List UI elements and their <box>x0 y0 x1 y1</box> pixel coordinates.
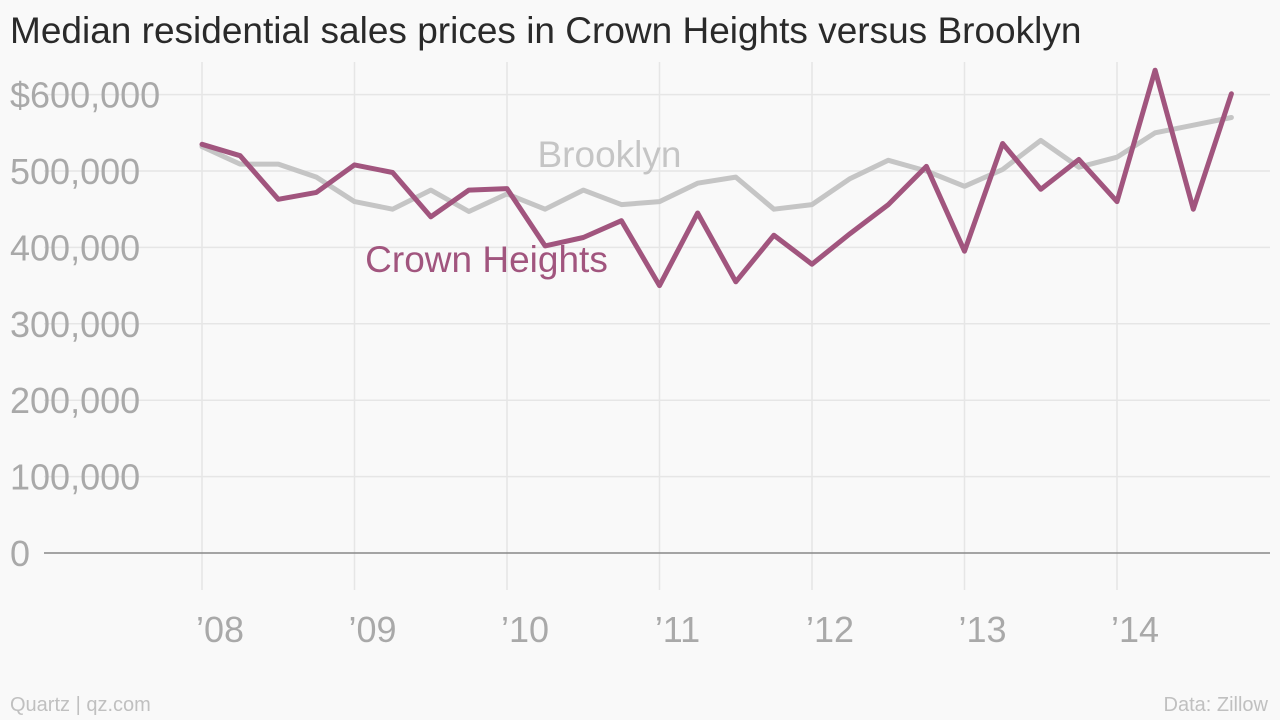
y-tick-label: 0 <box>10 533 30 574</box>
series-line-brooklyn <box>199 115 1234 214</box>
y-tick-label: 200,000 <box>10 380 140 421</box>
x-tick-label: ’14 <box>1111 609 1159 650</box>
series-label-crown-heights: Crown Heights <box>365 239 608 280</box>
axes: ’08 ’09 ’10 ’11 ’12 ’13 ’14 0 100,000 200,000 300,… <box>10 75 1270 650</box>
x-tick-label: ’09 <box>348 609 396 650</box>
x-tick-label: ’08 <box>196 609 244 650</box>
footer-source: Quartz | qz.com <box>10 694 151 716</box>
y-tick-label: 100,000 <box>10 457 140 498</box>
series-line-crown-heights <box>199 67 1234 289</box>
series-lines <box>199 67 1234 289</box>
y-tick-label: 300,000 <box>10 304 140 345</box>
chart-title: Median residential sales prices in Crown… <box>10 10 1082 51</box>
series-label-brooklyn: Brooklyn <box>538 134 682 175</box>
grid-lines <box>44 62 1270 590</box>
x-tick-label: ’13 <box>958 609 1006 650</box>
x-tick-label: ’10 <box>501 609 549 650</box>
y-tick-label: 500,000 <box>10 151 140 192</box>
footer-credit: Data: Zillow <box>1163 694 1268 716</box>
x-tick-label: ’12 <box>806 609 854 650</box>
y-tick-label: $600,000 <box>10 75 160 116</box>
series-labels: Brooklyn Crown Heights <box>365 134 681 280</box>
x-tick-label: ’11 <box>655 609 700 650</box>
y-tick-label: 400,000 <box>10 227 140 268</box>
